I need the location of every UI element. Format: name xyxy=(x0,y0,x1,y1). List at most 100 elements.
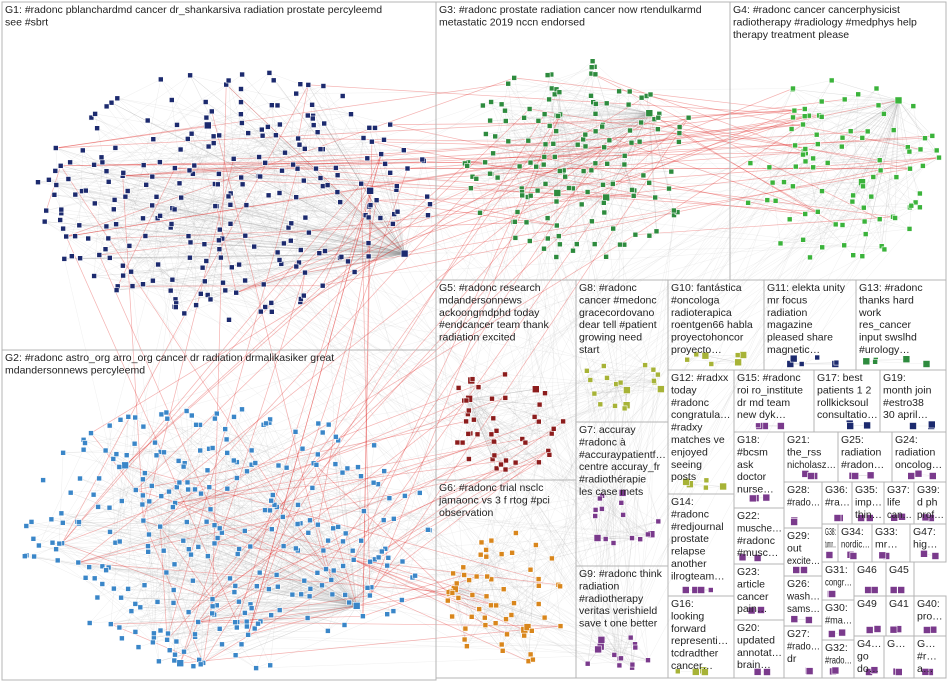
graph-node[interactable] xyxy=(174,484,180,491)
graph-node[interactable] xyxy=(460,564,467,571)
graph-node[interactable] xyxy=(220,279,226,286)
graph-node[interactable] xyxy=(487,117,493,124)
graph-node[interactable] xyxy=(94,125,100,131)
graph-node[interactable] xyxy=(236,261,242,268)
graph-node[interactable] xyxy=(505,80,512,87)
graph-node[interactable] xyxy=(629,187,635,193)
graph-node[interactable] xyxy=(231,414,237,420)
graph-node[interactable] xyxy=(464,163,471,169)
graph-node[interactable] xyxy=(314,129,321,135)
graph-node[interactable] xyxy=(266,70,273,76)
graph-node[interactable] xyxy=(542,181,549,187)
graph-node[interactable] xyxy=(870,666,879,674)
graph-node[interactable] xyxy=(550,425,557,432)
graph-node[interactable] xyxy=(218,254,224,261)
graph-node[interactable] xyxy=(466,577,472,583)
graph-node[interactable] xyxy=(239,71,245,78)
graph-node[interactable] xyxy=(90,491,97,498)
graph-node[interactable] xyxy=(230,156,237,162)
graph-node[interactable] xyxy=(192,631,198,638)
graph-node[interactable] xyxy=(195,619,201,625)
graph-node[interactable] xyxy=(483,131,489,137)
graph-node[interactable] xyxy=(390,515,397,522)
graph-node[interactable] xyxy=(790,183,796,190)
graph-node[interactable] xyxy=(875,102,882,109)
graph-node[interactable] xyxy=(319,282,326,289)
graph-node[interactable] xyxy=(623,386,631,394)
graph-node[interactable] xyxy=(870,586,879,594)
graph-node[interactable] xyxy=(889,586,898,594)
graph-node[interactable] xyxy=(269,492,276,498)
graph-node[interactable] xyxy=(176,479,183,486)
graph-node[interactable] xyxy=(516,163,523,170)
graph-node[interactable] xyxy=(530,656,536,663)
graph-node[interactable] xyxy=(140,162,147,168)
graph-node[interactable] xyxy=(492,620,499,627)
graph-node[interactable] xyxy=(348,111,354,117)
graph-node[interactable] xyxy=(890,513,899,522)
graph-node[interactable] xyxy=(319,582,325,589)
graph-node[interactable] xyxy=(592,71,599,78)
graph-node[interactable] xyxy=(708,361,715,367)
graph-node[interactable] xyxy=(487,170,493,177)
graph-node[interactable] xyxy=(77,475,83,482)
graph-node[interactable] xyxy=(866,471,875,480)
graph-node[interactable] xyxy=(225,193,232,200)
graph-node[interactable] xyxy=(313,165,319,172)
graph-node[interactable] xyxy=(205,143,212,150)
graph-node[interactable] xyxy=(384,611,391,618)
graph-node[interactable] xyxy=(592,128,599,135)
graph-node[interactable] xyxy=(630,193,637,199)
graph-node[interactable] xyxy=(818,98,825,105)
graph-node[interactable] xyxy=(375,554,382,561)
graph-node[interactable] xyxy=(158,411,165,418)
graph-node[interactable] xyxy=(753,668,762,676)
graph-node[interactable] xyxy=(152,439,158,446)
graph-node[interactable] xyxy=(541,111,548,117)
graph-node[interactable] xyxy=(202,278,208,285)
graph-node[interactable] xyxy=(40,477,46,483)
graph-node[interactable] xyxy=(154,599,161,605)
graph-node[interactable] xyxy=(360,135,367,141)
graph-node[interactable] xyxy=(295,135,301,142)
graph-node[interactable] xyxy=(769,179,776,186)
graph-node[interactable] xyxy=(509,549,515,556)
graph-node[interactable] xyxy=(600,363,607,369)
graph-node[interactable] xyxy=(629,535,635,541)
graph-node[interactable] xyxy=(244,468,250,475)
graph-node[interactable] xyxy=(556,168,563,174)
graph-node[interactable] xyxy=(557,241,563,248)
graph-node[interactable] xyxy=(35,179,41,185)
graph-node[interactable] xyxy=(390,221,396,227)
graph-node[interactable] xyxy=(103,567,109,574)
graph-node[interactable] xyxy=(894,668,903,676)
graph-node[interactable] xyxy=(330,567,337,574)
graph-node[interactable] xyxy=(647,91,654,98)
graph-node[interactable] xyxy=(527,566,534,573)
graph-node[interactable] xyxy=(763,668,771,676)
graph-node[interactable] xyxy=(652,194,659,201)
graph-node[interactable] xyxy=(645,531,651,538)
graph-node[interactable] xyxy=(828,590,837,598)
graph-node[interactable] xyxy=(216,171,222,177)
graph-node[interactable] xyxy=(209,603,216,610)
graph-node[interactable] xyxy=(873,625,882,633)
graph-node[interactable] xyxy=(453,580,460,587)
graph-node[interactable] xyxy=(381,137,387,143)
graph-node[interactable] xyxy=(267,662,274,669)
graph-node[interactable] xyxy=(503,616,509,622)
graph-node[interactable] xyxy=(745,200,751,206)
graph-node[interactable] xyxy=(562,173,569,180)
graph-node[interactable] xyxy=(850,192,856,199)
graph-node[interactable] xyxy=(293,90,300,97)
graph-node[interactable] xyxy=(372,125,378,131)
graph-node[interactable] xyxy=(75,559,82,566)
graph-node[interactable] xyxy=(107,255,113,261)
graph-node[interactable] xyxy=(557,623,564,629)
graph-node[interactable] xyxy=(166,647,173,654)
graph-node[interactable] xyxy=(164,415,171,422)
graph-node[interactable] xyxy=(294,165,301,172)
graph-node[interactable] xyxy=(676,139,682,145)
graph-node[interactable] xyxy=(463,397,470,404)
graph-node[interactable] xyxy=(876,216,883,222)
